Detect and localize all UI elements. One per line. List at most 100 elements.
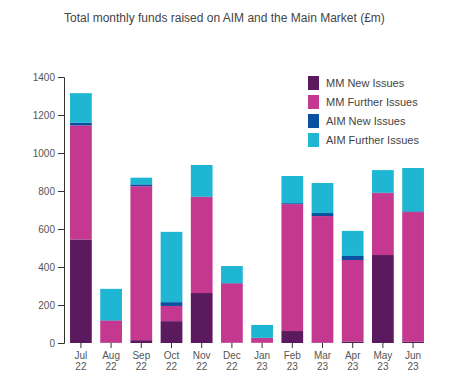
tick-mark [352, 343, 353, 348]
tick-mark [58, 267, 64, 268]
bar [161, 232, 183, 302]
tick-label: 200 [38, 300, 55, 311]
tick-label: Jun23 [405, 350, 421, 372]
tick-mark [58, 343, 64, 344]
tick-mark [58, 305, 64, 306]
tick-mark [262, 343, 263, 348]
tick-mark [382, 343, 383, 348]
bar [251, 338, 273, 343]
bar [312, 213, 334, 216]
tick-label: 1400 [33, 72, 56, 83]
bar [221, 266, 243, 283]
tick-mark [231, 343, 232, 348]
bar [221, 283, 243, 342]
bar [191, 293, 213, 343]
series [70, 93, 424, 338]
bar [281, 331, 303, 343]
bar [402, 168, 424, 211]
bar [251, 325, 273, 338]
legend-label: MM Further Issues [326, 96, 418, 108]
tick-mark [80, 343, 81, 348]
bar [100, 289, 122, 320]
tick: 1400 [33, 72, 64, 83]
tick-label: Oct22 [164, 350, 180, 372]
tick-mark [58, 153, 64, 154]
y-axis: 0 200 400 600 800 1000 1200 1400 [33, 72, 65, 349]
tick-label: Sep22 [132, 350, 150, 372]
tick-label: Jan23 [254, 350, 270, 372]
bars [70, 93, 424, 343]
axis-line [58, 78, 65, 344]
bar [70, 93, 92, 122]
legend-swatch [308, 133, 319, 147]
bar [130, 178, 152, 185]
tick: 400 [38, 262, 64, 273]
tick-mark [201, 343, 202, 348]
tick-mark [141, 343, 142, 348]
bar [312, 183, 334, 213]
bar [191, 165, 213, 197]
bar [130, 186, 152, 340]
tick-mark [58, 229, 64, 230]
bar [372, 255, 394, 343]
bar [100, 321, 122, 343]
bar [312, 216, 334, 342]
tick-label: 600 [38, 224, 55, 235]
legend-swatch [308, 114, 319, 128]
bar [342, 231, 364, 256]
bar [70, 125, 92, 239]
bar [130, 184, 152, 186]
tick: 800 [38, 186, 64, 197]
tick-label: Apr23 [345, 350, 361, 372]
bar [161, 302, 183, 306]
series [70, 125, 424, 342]
bar [342, 341, 364, 343]
legend-label: MM New Issues [326, 77, 405, 89]
bar [342, 256, 364, 260]
tick-mark [58, 115, 64, 116]
bar [281, 176, 303, 203]
tick-label: 800 [38, 186, 55, 197]
tick-mark [58, 77, 64, 78]
legend-swatch [308, 76, 319, 90]
bar [372, 193, 394, 255]
legend-swatch [308, 95, 319, 109]
x-axis: Jul22 Aug22 Sep22 Oct22 Nov22 Dec22 Jan23 Feb23… [75, 343, 422, 372]
tick-label: Aug22 [102, 350, 120, 372]
tick-label: Dec22 [223, 350, 241, 372]
legend-label: AIM New Issues [326, 115, 406, 127]
tick-mark [111, 343, 112, 348]
tick: 1000 [33, 148, 64, 159]
tick: 200 [38, 300, 64, 311]
bar [402, 341, 424, 343]
bar [70, 239, 92, 343]
tick: 0 [49, 338, 64, 349]
tick-label: May23 [373, 350, 392, 372]
bar [161, 321, 183, 343]
tick-label: 1200 [33, 110, 56, 121]
series [70, 239, 424, 343]
tick-mark [58, 191, 64, 192]
tick-mark [292, 343, 293, 348]
tick-label: 1000 [33, 148, 56, 159]
bar [342, 260, 364, 342]
bar [130, 340, 152, 343]
bar [281, 204, 303, 331]
tick-mark [322, 343, 323, 348]
tick-label: Nov22 [193, 350, 211, 372]
bar [161, 306, 183, 321]
legend: MM New Issues MM Further Issues AIM New Is… [308, 76, 419, 147]
tick-label: 0 [49, 338, 55, 349]
tick-mark [413, 343, 414, 348]
title: Total monthly funds raised on AIM and th… [64, 11, 385, 25]
bar [402, 212, 424, 341]
bar [70, 123, 92, 126]
tick-label: Jul22 [75, 350, 88, 372]
tick-label: Feb23 [284, 350, 302, 372]
tick-label: Mar23 [314, 350, 332, 372]
bar [191, 197, 213, 293]
series [70, 123, 424, 338]
bar [372, 170, 394, 192]
legend-label: AIM Further Issues [326, 134, 419, 146]
tick: 600 [38, 224, 64, 235]
